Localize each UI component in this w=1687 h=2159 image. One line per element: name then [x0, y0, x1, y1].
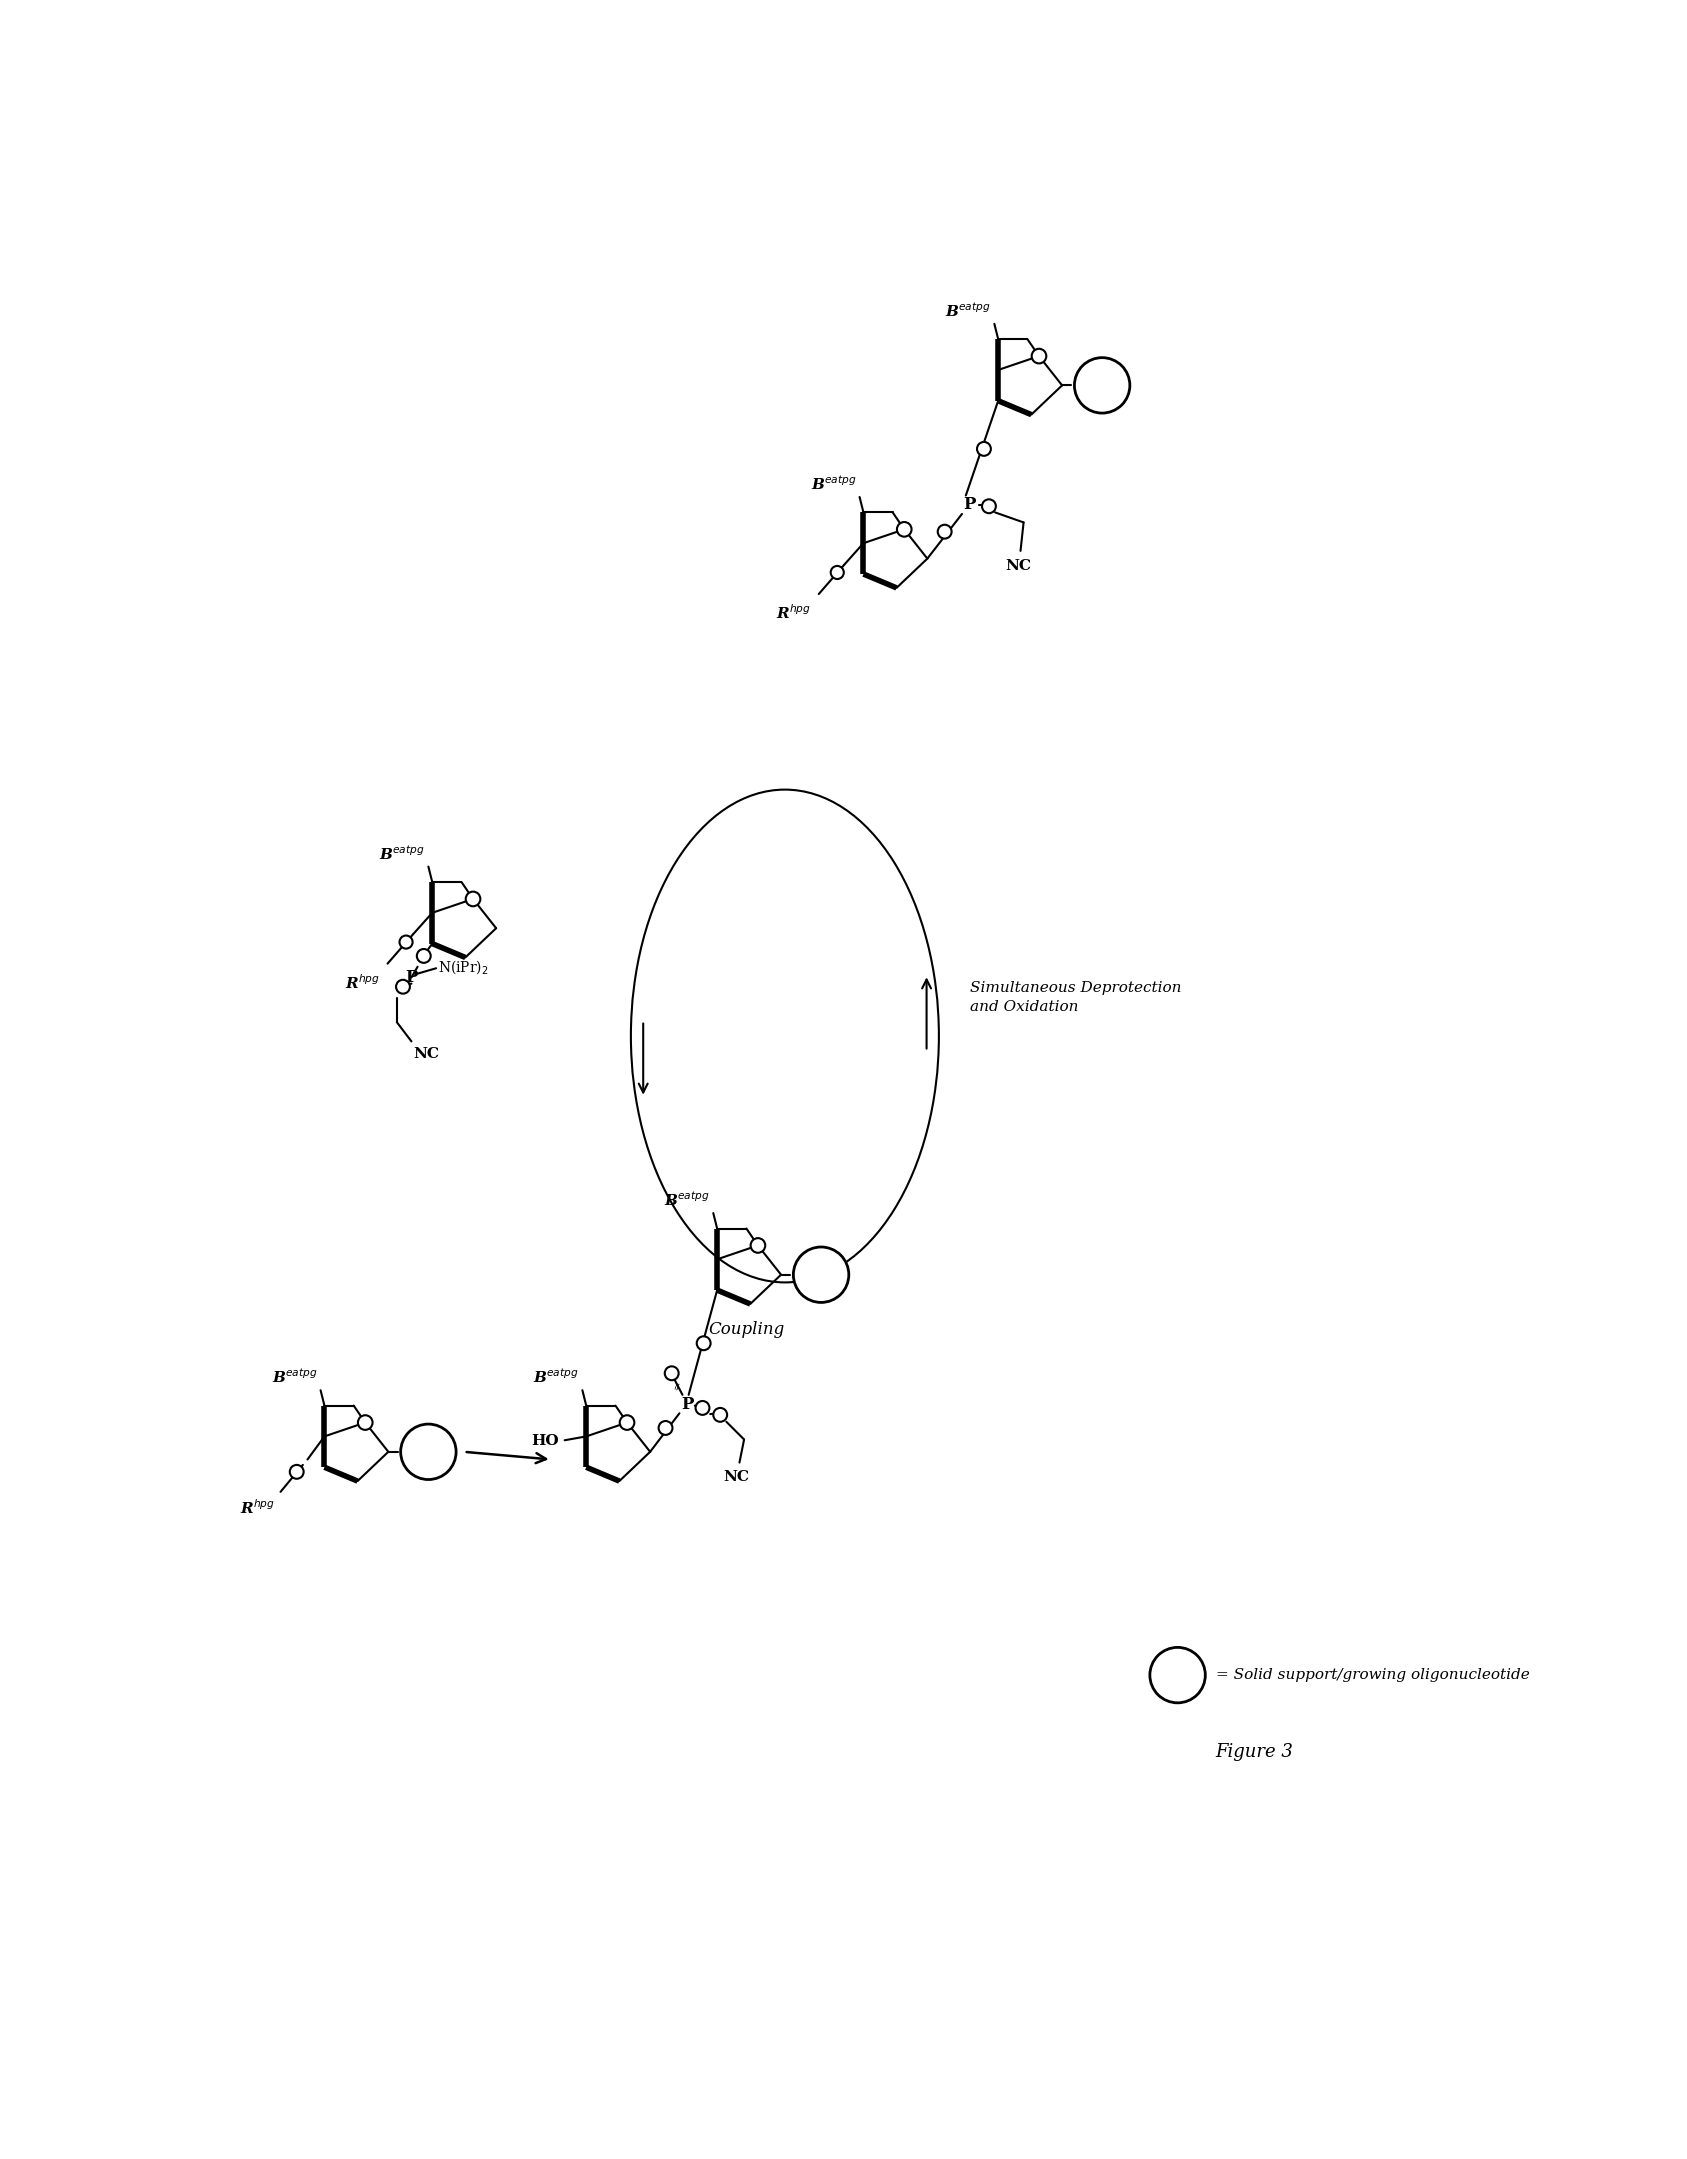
Circle shape [938, 525, 951, 538]
Circle shape [982, 499, 995, 514]
Text: B$^{eatpg}$: B$^{eatpg}$ [380, 844, 425, 864]
Text: N(iPr)$_2$: N(iPr)$_2$ [439, 959, 489, 976]
Text: B$^{eatpg}$: B$^{eatpg}$ [272, 1367, 317, 1386]
Text: P: P [405, 969, 418, 987]
Circle shape [697, 1336, 710, 1349]
Text: =: = [671, 1380, 683, 1393]
Text: NC: NC [413, 1047, 440, 1060]
Circle shape [751, 1237, 766, 1252]
Text: Simultaneous Deprotection
and Oxidation: Simultaneous Deprotection and Oxidation [970, 980, 1181, 1015]
Circle shape [658, 1421, 673, 1436]
Circle shape [400, 935, 413, 948]
Text: HO: HO [531, 1434, 560, 1449]
Text: R$^{hpg}$: R$^{hpg}$ [240, 1498, 275, 1518]
Text: = Solid support/growing oligonucleotide: = Solid support/growing oligonucleotide [1216, 1669, 1530, 1682]
Text: B$^{eatpg}$: B$^{eatpg}$ [665, 1190, 710, 1209]
Text: R$^{hpg}$: R$^{hpg}$ [776, 602, 811, 622]
Text: Coupling: Coupling [709, 1321, 784, 1339]
Text: B$^{eatpg}$: B$^{eatpg}$ [533, 1367, 579, 1386]
Text: NC: NC [1005, 559, 1031, 572]
Circle shape [1151, 1647, 1205, 1703]
Circle shape [466, 892, 481, 907]
Circle shape [358, 1416, 373, 1429]
Circle shape [714, 1408, 727, 1423]
Text: B$^{eatpg}$: B$^{eatpg}$ [945, 302, 992, 320]
Text: NC: NC [724, 1470, 749, 1483]
Circle shape [695, 1401, 710, 1414]
Circle shape [977, 443, 990, 456]
Circle shape [619, 1416, 634, 1429]
Text: R$^{hpg}$: R$^{hpg}$ [344, 974, 380, 991]
Circle shape [1075, 358, 1130, 412]
Circle shape [1032, 350, 1046, 363]
Circle shape [396, 980, 410, 993]
Circle shape [665, 1367, 678, 1380]
Circle shape [830, 566, 844, 579]
Circle shape [290, 1466, 304, 1479]
Text: P: P [963, 497, 975, 514]
Circle shape [417, 950, 430, 963]
Circle shape [402, 1425, 455, 1479]
Circle shape [897, 522, 911, 538]
Text: Figure 3: Figure 3 [1216, 1742, 1294, 1762]
Text: P: P [682, 1395, 693, 1412]
Text: B$^{eatpg}$: B$^{eatpg}$ [811, 475, 857, 492]
Circle shape [793, 1248, 849, 1302]
